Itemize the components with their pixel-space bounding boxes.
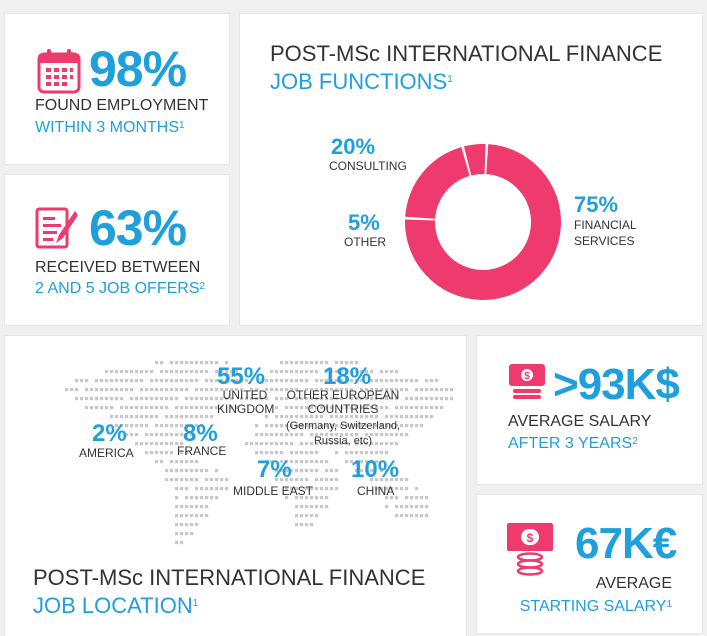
america-pct: 2%: [92, 420, 127, 447]
consulting-pct: 20%: [331, 134, 376, 159]
job-location-card: 55% UNITED KINGDOM 18% OTHER EUROPEAN CO…: [5, 336, 466, 636]
slice-consulting: [405, 147, 470, 219]
stat-employment-card: 98% FOUND EMPLOYMENT WITHIN 3 MONTHS1: [5, 14, 229, 164]
eu-label-3: (Germany, Switzerland,: [285, 420, 401, 432]
china-pct: 10%: [351, 456, 400, 483]
middle-east-pct: 7%: [257, 456, 292, 483]
salary-after-card: $ >93K$ AVERAGE SALARY AFTER 3 YEARS2: [477, 336, 702, 484]
location-subtitle: JOB LOCATION1: [33, 593, 199, 618]
stat-offers-card: 63% RECEIVED BETWEEN 2 AND 5 JOB OFFERS2: [5, 175, 229, 325]
employment-value: 98%: [89, 41, 187, 97]
salary-after-label-1: AVERAGE SALARY: [508, 413, 652, 430]
starting-salary-card: $ 67K€ AVERAGE STARTING SALARY1: [477, 495, 702, 633]
eu-pct: 18%: [323, 363, 372, 390]
starting-salary-label-1: AVERAGE: [595, 575, 672, 592]
france-pct: 8%: [183, 420, 218, 447]
money-icon: $: [509, 364, 545, 399]
uk-label-1: UNITED: [222, 388, 268, 402]
employment-label-2: WITHIN 3 MONTHS1: [35, 119, 185, 136]
calendar-icon: [37, 49, 81, 94]
salary-after-value: >93K$: [553, 360, 680, 409]
consulting-label: CONSULTING: [329, 159, 407, 173]
functions-title: POST-MSc INTERNATIONAL FINANCE: [270, 41, 663, 66]
starting-salary-value: 67K€: [575, 519, 677, 568]
eu-label-1: OTHER EUROPEAN: [286, 388, 400, 402]
employment-label-1: FOUND EMPLOYMENT: [35, 97, 209, 114]
eu-label-2: COUNTRIES: [307, 402, 379, 416]
middle-east-label: MIDDLE EAST: [233, 484, 314, 498]
offers-label-1: RECEIVED BETWEEN: [35, 259, 201, 276]
job-functions-donut: [405, 144, 561, 300]
uk-pct: 55%: [217, 363, 266, 390]
svg-text:$: $: [524, 371, 530, 382]
document-pen-icon: [35, 207, 78, 249]
other-label: OTHER: [344, 235, 386, 249]
world-map: [65, 361, 454, 545]
france-label: FRANCE: [177, 444, 227, 458]
financial-label-1: FINANCIAL: [574, 218, 637, 232]
world-map-dots: [65, 361, 454, 545]
salary-after-label-2: AFTER 3 YEARS2: [508, 435, 638, 452]
slice-other: [463, 144, 486, 176]
slice-financial-services: [405, 144, 561, 300]
starting-salary-label-2: STARTING SALARY1: [519, 598, 672, 615]
financial-pct: 75%: [574, 192, 619, 217]
job-functions-card: POST-MSc INTERNATIONAL FINANCE JOB FUNCT…: [240, 14, 702, 325]
eu-label-4: Russia, etc): [313, 435, 373, 447]
location-title: POST-MSc INTERNATIONAL FINANCE: [33, 565, 426, 590]
money-coins-icon: $: [507, 523, 553, 576]
uk-label-2: KINGDOM: [217, 402, 275, 416]
america-label: AMERICA: [79, 446, 134, 460]
financial-label-2: SERVICES: [574, 234, 635, 248]
svg-text:$: $: [527, 531, 534, 545]
offers-label-2: 2 AND 5 JOB OFFERS2: [35, 280, 206, 297]
other-pct: 5%: [348, 210, 380, 235]
functions-subtitle: JOB FUNCTIONS1: [270, 69, 453, 94]
offers-value: 63%: [89, 200, 187, 256]
china-label: CHINA: [357, 484, 395, 498]
